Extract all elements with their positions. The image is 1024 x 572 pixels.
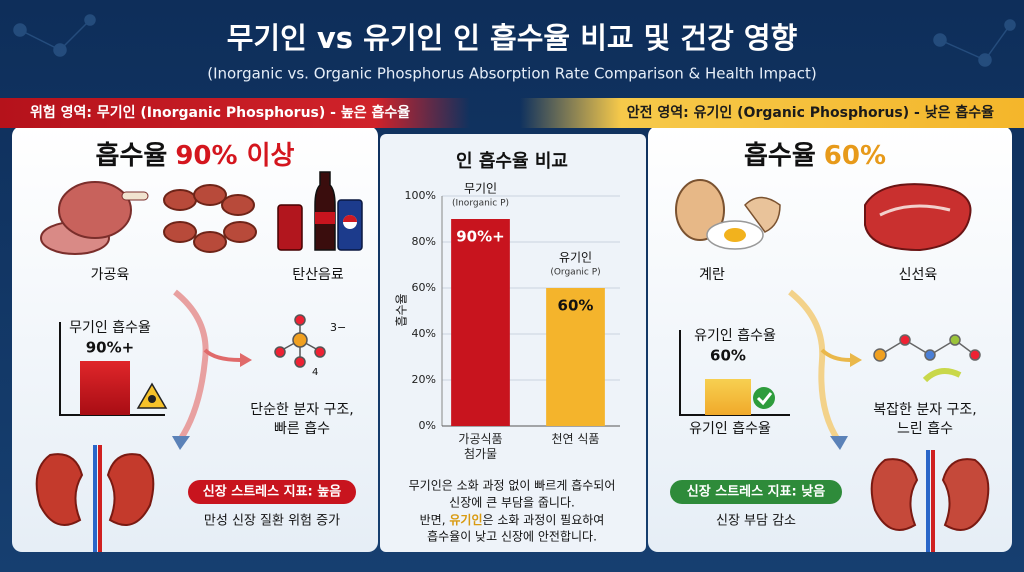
y-tick-label: 100% xyxy=(405,189,436,202)
left-banner-text: 위험 영역: 무기인 (Inorganic Phosphorus) - 높은 흡… xyxy=(30,104,410,121)
mini-value-label: 90%+ xyxy=(86,339,134,357)
kidney-badge xyxy=(670,480,842,504)
center-panel xyxy=(380,134,646,552)
molecule-charge: 3− xyxy=(330,321,346,334)
molecule xyxy=(873,334,981,383)
kidney-note: 신장 부담 감소 xyxy=(716,514,796,529)
x-tick-label: 가공식품 첨가물 xyxy=(458,432,503,461)
bar-subname: (Inorganic P) xyxy=(452,199,509,209)
food-label: 탄산음료 xyxy=(292,267,344,283)
molecule-subscript: 4 xyxy=(312,367,318,378)
bar-subname: (Organic P) xyxy=(550,268,600,278)
egg-icon xyxy=(675,179,781,250)
flow-arrow xyxy=(203,348,241,362)
kidney-badge-text: 신장 스트레스 지표: 낮음 xyxy=(687,484,825,500)
structure-text: 복잡한 분자 구조, xyxy=(873,402,977,418)
mini-axis-label: 유기인 흡수율 xyxy=(689,421,771,437)
subtitle: (Inorganic vs. Organic Phosphorus Absorp… xyxy=(207,65,817,83)
kidney-badge-text: 신장 스트레스 지표: 높음 xyxy=(203,484,341,500)
kidney-badge xyxy=(188,480,356,504)
arrow-head xyxy=(172,436,190,450)
y-tick-label: 80% xyxy=(412,235,436,248)
right-heading: 흡수율 60% xyxy=(744,141,886,171)
mini-chart xyxy=(705,379,751,415)
structure-text: 빠른 흡수 xyxy=(274,421,330,437)
x-tick-label-box: 가공식품 첨가물 xyxy=(458,432,503,461)
left-banner xyxy=(0,98,470,128)
molecule xyxy=(274,314,326,368)
value-label: 90%+ xyxy=(456,228,504,246)
y-tick-label: 0% xyxy=(419,419,436,432)
value-label: 60% xyxy=(558,297,594,315)
arrow-head xyxy=(240,353,252,367)
arrow-head xyxy=(850,353,862,367)
note-line: 흡수율이 낮고 신장에 안전합니다. xyxy=(427,530,597,544)
kidney-note: 만성 신장 질환 위험 증가 xyxy=(204,514,340,529)
mini-chart xyxy=(80,361,130,415)
y-tick-label: 40% xyxy=(412,327,436,340)
y-tick-label: 20% xyxy=(412,373,436,386)
mini-bar xyxy=(705,379,751,415)
flow-arrow xyxy=(173,289,209,442)
y-axis-label: 흡수율 xyxy=(395,293,409,326)
food-label: 가공육 xyxy=(91,267,130,283)
flow-arrow xyxy=(788,289,841,442)
sausage-icon xyxy=(163,184,257,253)
note-line: 신장에 큰 부담을 줍니다. xyxy=(449,496,575,510)
chart-title: 인 흡수율 비교 xyxy=(456,150,568,172)
mini-bar xyxy=(80,361,130,415)
food-label: 신선육 xyxy=(899,267,938,283)
bar xyxy=(546,288,605,426)
left-heading: 흡수율 90% 이상 xyxy=(96,141,295,171)
soda-icon xyxy=(277,171,363,251)
mini-chart-title: 유기인 흡수율 xyxy=(694,328,776,344)
warning-icon xyxy=(136,382,168,409)
x-tick-label-box: 천연 식품 xyxy=(551,432,600,446)
bar-name: 무기인 xyxy=(464,182,497,196)
check-icon xyxy=(753,387,775,409)
y-tick-label: 60% xyxy=(412,281,436,294)
note-line: 반면, 유기인은 소화 과정이 필요하여 xyxy=(420,512,605,527)
steak-icon xyxy=(864,183,972,252)
title: 무기인 vs 유기인 인 흡수율 비교 및 건강 영향 xyxy=(227,21,798,55)
decor-molecules xyxy=(13,14,1016,67)
structure-text: 느린 흡수 xyxy=(897,421,953,437)
food-label: 계란 xyxy=(699,267,725,283)
flow-arrow xyxy=(820,348,851,362)
ham-icon xyxy=(40,181,149,255)
structure-text: 단순한 분자 구조, xyxy=(250,402,354,418)
bar xyxy=(451,219,510,426)
bar-name: 유기인 xyxy=(559,251,592,265)
kidney-icon xyxy=(870,450,990,552)
x-tick-label: 천연 식품 xyxy=(551,432,600,446)
arrow-head xyxy=(830,436,848,450)
kidney-icon xyxy=(35,445,155,552)
note-line: 무기인은 소화 과정 없이 빠르게 흡수되어 xyxy=(409,479,616,493)
mini-chart-title: 무기인 흡수율 xyxy=(69,320,151,336)
mini-axis xyxy=(679,330,790,416)
bar-chart: 0% 20% 40% 60% 80% 100% 무기인 (Inorganic P) 90%+ 가공… xyxy=(405,182,620,461)
right-banner xyxy=(520,98,1024,128)
right-banner-text: 안전 영역: 유기인 (Organic Phosphorus) - 낮은 흡수율 xyxy=(627,104,994,121)
mini-value-label: 60% xyxy=(710,347,746,365)
